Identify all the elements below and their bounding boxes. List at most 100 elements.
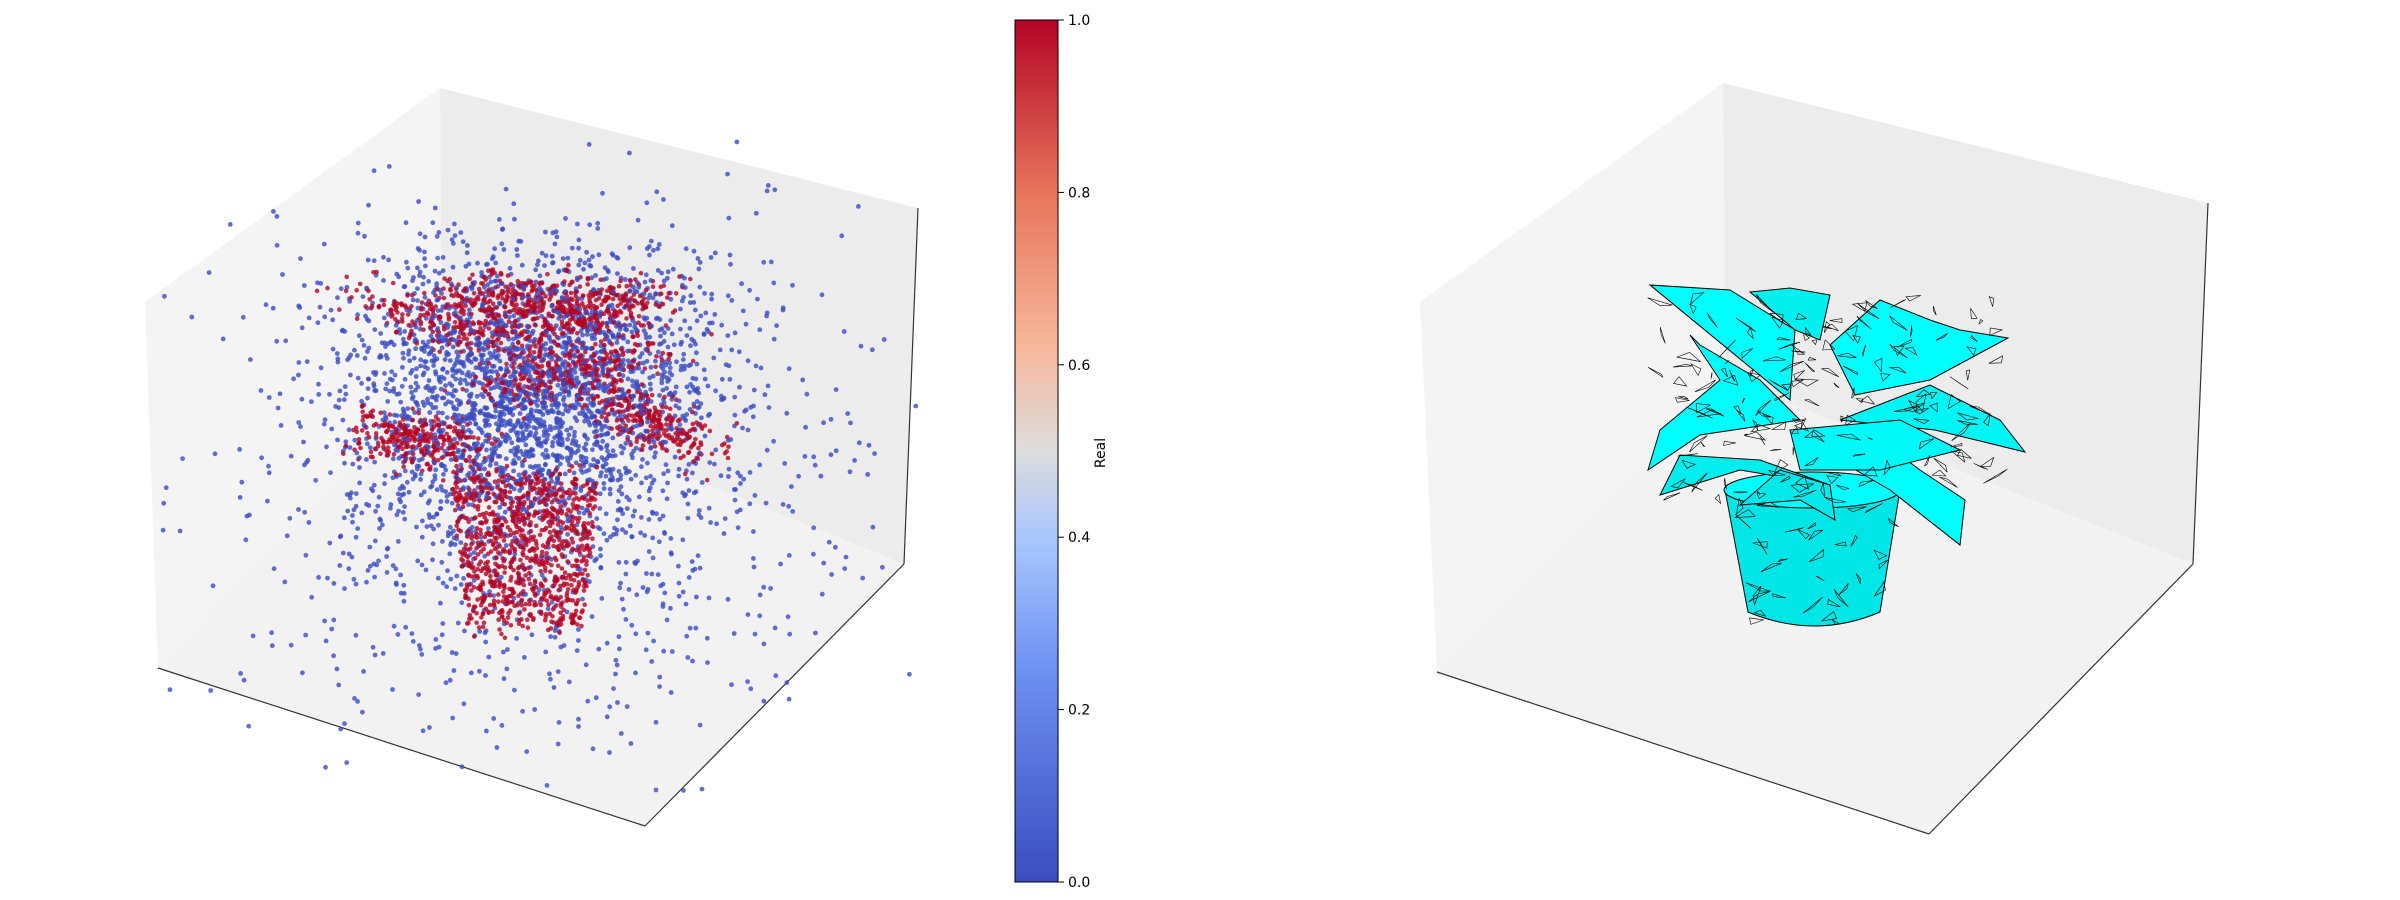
scatter-point <box>498 340 504 346</box>
scatter-point <box>495 312 501 318</box>
scatter-point <box>610 296 616 302</box>
scatter-point <box>619 403 625 409</box>
scatter-point <box>302 462 307 468</box>
scatter-point <box>574 601 579 607</box>
scatter-point <box>494 573 500 578</box>
scatter-point <box>431 419 437 424</box>
scatter-point <box>350 513 355 518</box>
scatter-point <box>751 529 756 534</box>
scatter-point <box>607 356 613 361</box>
scatter-point <box>865 472 871 477</box>
scatter-point <box>745 612 751 617</box>
scatter-point <box>357 480 362 486</box>
scatter-point <box>346 566 352 572</box>
scatter-point <box>277 391 283 397</box>
scatter-point <box>620 527 625 532</box>
scatter-point <box>441 376 447 381</box>
scatter-point <box>451 469 456 475</box>
scatter-point <box>545 271 550 277</box>
scatter-point <box>734 421 740 426</box>
scatter-point <box>521 416 526 422</box>
scatter-point <box>665 344 671 350</box>
scatter-point <box>511 468 516 474</box>
scatter-point <box>475 295 480 300</box>
scatter-point <box>564 267 570 273</box>
scatter-point <box>559 481 564 487</box>
scatter-point <box>365 568 371 573</box>
scatter-point <box>448 288 454 293</box>
scatter-point <box>666 433 672 438</box>
scatter-point <box>450 715 456 721</box>
scatter-point <box>635 558 640 564</box>
scatter-point <box>647 381 653 387</box>
scatter-point <box>558 601 564 607</box>
scatter-point <box>693 436 698 442</box>
scatter-point <box>601 481 607 486</box>
scatter-point <box>561 489 566 495</box>
scatter-point <box>748 686 754 692</box>
scatter-point <box>384 546 390 552</box>
scatter-point <box>545 606 551 612</box>
scatter-point <box>525 617 530 622</box>
scatter-point <box>684 633 690 639</box>
scatter-point <box>536 490 542 496</box>
scatter-point <box>343 443 349 449</box>
scatter-point <box>558 594 563 600</box>
scatter-point <box>397 496 402 502</box>
scatter-point <box>491 716 497 721</box>
scatter-point <box>487 306 493 312</box>
scatter-point <box>457 380 463 386</box>
scatter-point <box>360 418 366 423</box>
scatter-point <box>771 438 776 444</box>
scatter-point <box>451 528 456 534</box>
scatter-point <box>856 440 862 446</box>
scatter-point <box>519 597 525 603</box>
scatter-point <box>586 387 592 393</box>
scatter-point <box>488 580 493 585</box>
scatter-point <box>607 491 613 497</box>
scatter-point <box>499 631 504 637</box>
scatter-point <box>755 296 760 302</box>
scatter-point <box>586 142 592 147</box>
scatter-point <box>642 279 648 285</box>
scatter-point <box>555 669 561 674</box>
scatter-point <box>335 359 341 365</box>
scatter-point <box>743 321 749 327</box>
scatter-point <box>390 456 396 462</box>
scatter-point <box>543 568 548 574</box>
scatter-point <box>460 429 465 435</box>
scatter-point <box>668 690 674 695</box>
scatter-point <box>440 539 445 544</box>
scatter-point <box>690 358 696 364</box>
scatter-point <box>605 367 611 372</box>
scatter-point <box>393 472 399 477</box>
scatter-point <box>633 472 639 478</box>
scatter-point <box>645 300 650 306</box>
scatter-point <box>428 325 433 330</box>
scatter-point <box>555 563 561 569</box>
scatter-point <box>596 252 602 258</box>
scatter-point <box>729 347 735 353</box>
scatter-point <box>497 584 503 589</box>
scatter-point <box>646 342 651 348</box>
scatter-point <box>433 414 439 420</box>
scatter-point <box>570 481 576 486</box>
scatter-point <box>518 239 524 244</box>
scatter-point <box>381 444 386 450</box>
scatter-point <box>444 350 450 355</box>
scatter-point <box>418 447 424 452</box>
scatter-point <box>565 321 570 326</box>
scatter-point <box>468 670 474 676</box>
scatter-point <box>513 522 519 527</box>
scatter-point <box>592 504 598 509</box>
scatter-point <box>608 471 614 476</box>
scatter-point <box>653 450 658 456</box>
scatter-point <box>487 485 492 491</box>
left-axis-edge <box>644 563 905 827</box>
scatter-point <box>626 388 632 394</box>
scatter-point <box>533 538 539 544</box>
scatter-point <box>540 583 545 589</box>
scatter-point <box>587 298 592 304</box>
scatter-point <box>880 564 885 570</box>
scatter-point <box>603 473 609 479</box>
